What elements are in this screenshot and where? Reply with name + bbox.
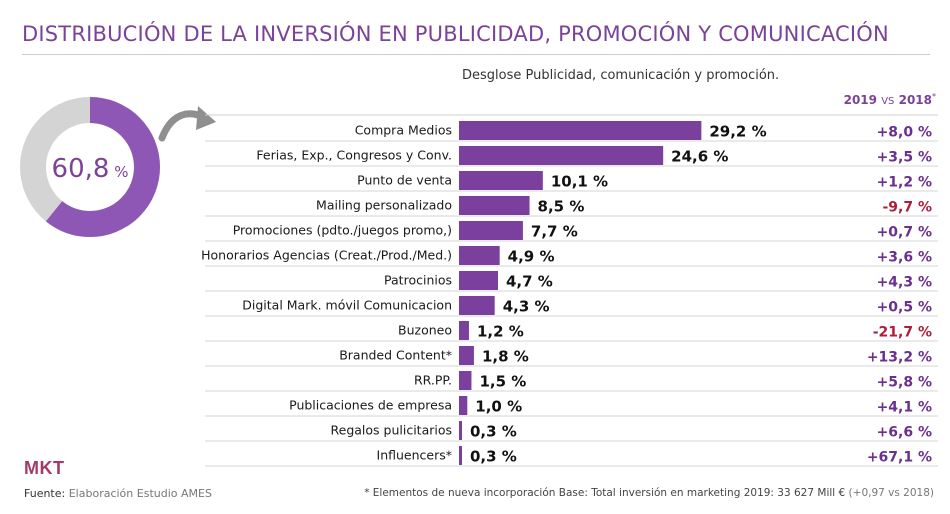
- footnote-extra: (+0,97 vs 2018): [848, 487, 934, 499]
- source-value: Elaboración Estudio AMES: [68, 487, 212, 500]
- change-label: +0,7 %: [877, 225, 932, 241]
- donut-value-number: 60,8: [52, 154, 110, 184]
- donut-segment: [20, 97, 160, 237]
- bar: [459, 446, 462, 465]
- category-label: Publicaciones de empresa: [289, 398, 452, 413]
- change-label: +4,1 %: [877, 400, 932, 416]
- category-label: Ferias, Exp., Congresos y Conv.: [256, 148, 452, 163]
- change-label: -9,7 %: [882, 200, 932, 216]
- category-label: Mailing personalizado: [316, 198, 452, 213]
- comparison-year-a: 2019: [843, 93, 878, 107]
- category-label: Compra Medios: [355, 123, 452, 138]
- change-label: +3,6 %: [877, 250, 932, 266]
- change-label: +8,0 %: [877, 125, 932, 141]
- source-label: Fuente:: [24, 487, 66, 500]
- value-label: 1,5 %: [479, 373, 526, 391]
- footnote-mark: *: [364, 487, 370, 499]
- value-label: 0,3 %: [470, 423, 517, 441]
- bar: [459, 396, 468, 415]
- donut-hole: [47, 124, 133, 210]
- value-label: 1,8 %: [482, 348, 529, 366]
- category-label: Patrocinios: [384, 273, 452, 288]
- footnote: * Elementos de nueva incorporación Base:…: [364, 487, 934, 499]
- change-label: +13,2 %: [867, 350, 932, 366]
- chart-subtitle: Desglose Publicidad, comunicación y prom…: [462, 68, 780, 83]
- bar: [459, 321, 469, 340]
- bar: [459, 271, 499, 290]
- value-label: 4,7 %: [506, 273, 553, 291]
- bar: [459, 121, 702, 140]
- arrow-icon-head: [196, 106, 216, 130]
- change-label: +4,3 %: [877, 275, 932, 291]
- bar: [459, 371, 472, 390]
- value-label: 1,0 %: [475, 398, 522, 416]
- bar: [459, 221, 523, 240]
- category-label: RR.PP.: [414, 373, 452, 388]
- donut-value-unit: %: [109, 163, 128, 181]
- value-label: 10,1 %: [551, 173, 608, 191]
- change-label: +67,1 %: [867, 450, 932, 466]
- source-note: Fuente: Elaboración Estudio AMES: [24, 487, 212, 500]
- change-label: -21,7 %: [873, 325, 932, 341]
- change-label: +5,8 %: [877, 375, 932, 391]
- page-title: DISTRIBUCIÓN DE LA INVERSIÓN EN PUBLICID…: [22, 22, 889, 46]
- brand-logo: MKT: [24, 458, 65, 478]
- value-label: 1,2 %: [477, 323, 524, 341]
- value-label: 29,2 %: [709, 123, 766, 141]
- category-label: Promociones (pdto./juegos promo,): [233, 223, 452, 238]
- footnote-text: Elementos de nueva incorporación Base: T…: [369, 487, 849, 499]
- value-label: 4,3 %: [503, 298, 550, 316]
- change-label: +0,5 %: [877, 300, 932, 316]
- title-divider: [22, 54, 930, 55]
- category-label: Branded Content*: [339, 348, 452, 363]
- value-label: 24,6 %: [671, 148, 728, 166]
- category-label: Buzoneo: [398, 323, 452, 338]
- value-label: 7,7 %: [531, 223, 578, 241]
- bar: [459, 146, 664, 165]
- bar: [459, 246, 500, 265]
- change-label: +1,2 %: [877, 175, 932, 191]
- bar: [459, 421, 462, 440]
- change-label: +6,6 %: [877, 425, 932, 441]
- comparison-vs: VS: [881, 96, 895, 107]
- category-label: Punto de venta: [357, 173, 452, 188]
- category-label: Digital Mark. móvil Comunicacion: [242, 298, 452, 313]
- category-label: Honorarios Agencias (Creat./Prod./Med.): [201, 248, 452, 263]
- category-label: Regalos pulicitarios: [331, 423, 453, 438]
- bar: [459, 196, 530, 215]
- category-label: Influencers*: [377, 448, 452, 463]
- bar: [459, 296, 495, 315]
- bar: [459, 346, 474, 365]
- donut-value: 60,8 %: [52, 154, 129, 184]
- comparison-year-b: 2018: [898, 93, 932, 107]
- bar: [459, 171, 543, 190]
- value-label: 4,9 %: [508, 248, 555, 266]
- change-label: +3,5 %: [877, 150, 932, 166]
- value-label: 8,5 %: [538, 198, 585, 216]
- comparison-mark: *: [932, 92, 936, 101]
- comparison-header: 2019 VS 2018*: [844, 92, 936, 107]
- value-label: 0,3 %: [470, 448, 517, 466]
